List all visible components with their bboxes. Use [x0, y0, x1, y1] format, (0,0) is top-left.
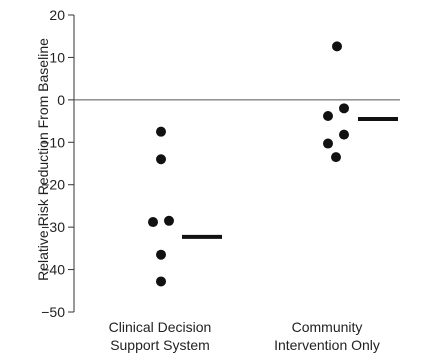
y-tick-label: 10 [49, 49, 65, 65]
y-tick-label: −30 [41, 219, 65, 235]
data-point [339, 129, 349, 140]
category-label: Intervention Only [274, 337, 380, 353]
y-tick-label: −40 [41, 262, 65, 278]
data-point [156, 126, 166, 137]
data-point [331, 152, 341, 163]
y-axis-title: Relative Risk Reduction From Baseline [35, 38, 51, 281]
data-point [148, 217, 158, 228]
data-point [164, 215, 174, 226]
category-label: Clinical Decision [109, 319, 212, 335]
category-label: Community [292, 319, 363, 335]
data-point [323, 138, 333, 149]
data-point [323, 110, 333, 121]
data-point [156, 249, 166, 260]
data-point [156, 276, 166, 287]
data-point [332, 41, 342, 52]
category-labels: Clinical Decision Support System Community… [109, 319, 380, 353]
data-point [339, 103, 349, 114]
y-tick-label: 0 [57, 92, 65, 108]
y-tick-label: −20 [41, 177, 65, 193]
y-tick-label: −50 [41, 304, 65, 320]
category-label: Support System [110, 337, 210, 353]
y-axis: 20 10 0 −10 −20 −30 −40 −50 [41, 7, 75, 320]
data-point [156, 154, 166, 165]
y-tick-label: 20 [49, 7, 65, 23]
y-tick-label: −10 [41, 134, 65, 150]
data-marks [148, 41, 398, 287]
